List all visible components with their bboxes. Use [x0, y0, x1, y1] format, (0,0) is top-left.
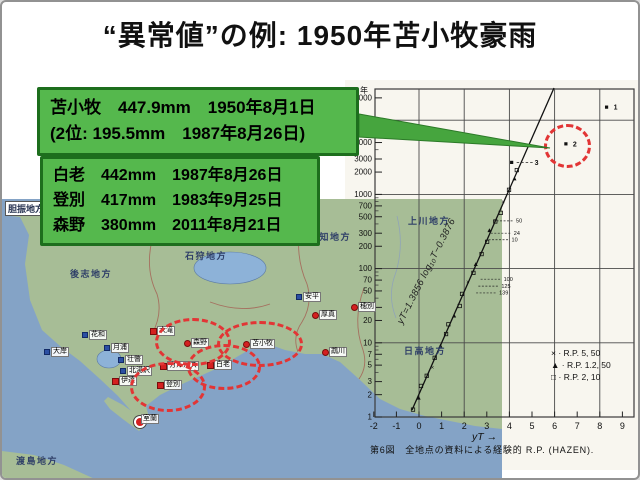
- y-tick-label: 1: [368, 413, 373, 422]
- y-tick-label: 70: [363, 276, 372, 285]
- region-border-line: [295, 225, 310, 353]
- legend-entry: ▲ · R.P. 1.2, 50: [551, 360, 611, 370]
- y-tick-label: 3: [368, 377, 373, 386]
- outlier-label: 2: [573, 141, 577, 148]
- point-annotation-label: 100: [504, 277, 513, 283]
- data-point-triangle: [452, 313, 457, 318]
- figure-caption: 第6図 全地点の資料による経験的 R.P. (HAZEN).: [370, 445, 595, 455]
- data-point-square: [485, 239, 490, 244]
- data-point-square: [418, 383, 424, 389]
- tomakomai-record-line: 苫小牧 447.9mm 1950年8月1日: [50, 98, 316, 117]
- data-point-square: [424, 373, 429, 378]
- callout-box-other-records: 白老 442mm 1987年8月26日 登別 417mm 1983年9月25日 …: [40, 156, 320, 247]
- chart-frame: [374, 88, 635, 418]
- data-point-x: ×: [501, 200, 505, 206]
- data-point-square: [479, 251, 484, 257]
- data-point-square: [432, 355, 437, 360]
- lake-shikotsu: [193, 251, 267, 285]
- outlier-point: [510, 160, 514, 164]
- data-point-x: ×: [431, 365, 435, 371]
- y-tick-label: 500: [359, 212, 373, 221]
- data-point-square: [493, 219, 498, 224]
- data-point-triangle: [416, 395, 421, 400]
- legend-entry: □ · R.P. 2, 10: [551, 372, 601, 382]
- x-tick-label: 4: [507, 421, 512, 431]
- legend-entry: × · R.P. 5, 50: [551, 348, 600, 358]
- data-point-triangle: [512, 176, 517, 181]
- data-point-square: [498, 210, 503, 215]
- data-point-square: [457, 303, 462, 309]
- outlier-label: 3: [535, 160, 539, 167]
- data-point-square: [446, 322, 451, 327]
- data-point-square: [459, 291, 465, 297]
- point-annotation-label: 24: [514, 231, 520, 237]
- y-tick-label: 7: [368, 350, 373, 359]
- y-tick-label: 200: [359, 242, 373, 251]
- x-tick-label: 7: [575, 421, 580, 431]
- y-tick-label: 3000: [354, 155, 372, 164]
- x-tick-label: 6: [552, 421, 557, 431]
- x-tick-label: 8: [597, 421, 602, 431]
- x-tick-label: 3: [484, 421, 489, 431]
- outlier-point: [564, 142, 568, 146]
- outlier-label: 1: [614, 105, 618, 112]
- noboribetsu-record-line: 登別 417mm 1983年9月25日: [53, 191, 283, 209]
- data-point-square: [471, 270, 476, 275]
- x-axis-label: yT →: [471, 431, 497, 443]
- x-tick-label: 2: [462, 421, 467, 431]
- x-tick-label: 5: [529, 421, 534, 431]
- y-tick-label: 300: [359, 229, 373, 238]
- point-annotation-label: 50: [516, 219, 522, 225]
- y-tick-label: 50: [363, 287, 372, 296]
- y-tick-label: 20: [363, 316, 372, 325]
- morino-record-line: 森野 380mm 2011年8月21日: [53, 216, 282, 234]
- data-point-triangle: [487, 228, 492, 233]
- point-annotation-label: 10: [512, 238, 518, 244]
- slide-title: “異常値”の例: 1950年苫小牧豪雨: [102, 20, 538, 51]
- data-point-square: [443, 331, 449, 337]
- y-tick-label: 2000: [354, 168, 372, 177]
- y-tick-label: 100: [359, 264, 373, 273]
- data-point-square: [410, 407, 416, 412]
- data-point-x: ×: [466, 280, 470, 286]
- callout-box-tomakomai: 苫小牧 447.9mm 1950年8月1日 (2位: 195.5mm 1987年…: [37, 87, 359, 156]
- y-tick-label: 2: [368, 390, 373, 399]
- data-point-square: [514, 167, 519, 173]
- tomakomai-second-line: (2位: 195.5mm 1987年8月26日): [50, 124, 306, 144]
- y-axis-unit-label: 年: [360, 85, 368, 95]
- river-line: [391, 215, 401, 319]
- x-tick-label: 9: [620, 421, 625, 431]
- x-tick-label: 0: [416, 421, 421, 431]
- callout-triangle: [358, 113, 551, 149]
- x-tick-label: -2: [370, 421, 378, 431]
- y-tick-label: 700: [359, 201, 373, 210]
- data-point-square: [506, 187, 512, 192]
- data-point-triangle: [438, 343, 443, 348]
- point-annotation-label: 125: [501, 284, 510, 290]
- y-tick-label: 20000: [350, 93, 373, 102]
- x-tick-label: 1: [439, 421, 444, 431]
- outlier-point: [604, 105, 609, 109]
- shiraoi-record-line: 白老 442mm 1987年8月26日: [53, 167, 283, 184]
- y-tick-label: 5000: [354, 138, 372, 147]
- x-tick-label: -1: [392, 421, 400, 431]
- y-tick-label: 1000: [354, 190, 372, 199]
- y-tick-label: 10: [363, 338, 372, 347]
- data-point-triangle: [473, 262, 478, 267]
- region-border-line: [209, 301, 271, 309]
- y-tick-label: 5: [368, 361, 373, 370]
- point-annotation-label: 139: [499, 291, 508, 297]
